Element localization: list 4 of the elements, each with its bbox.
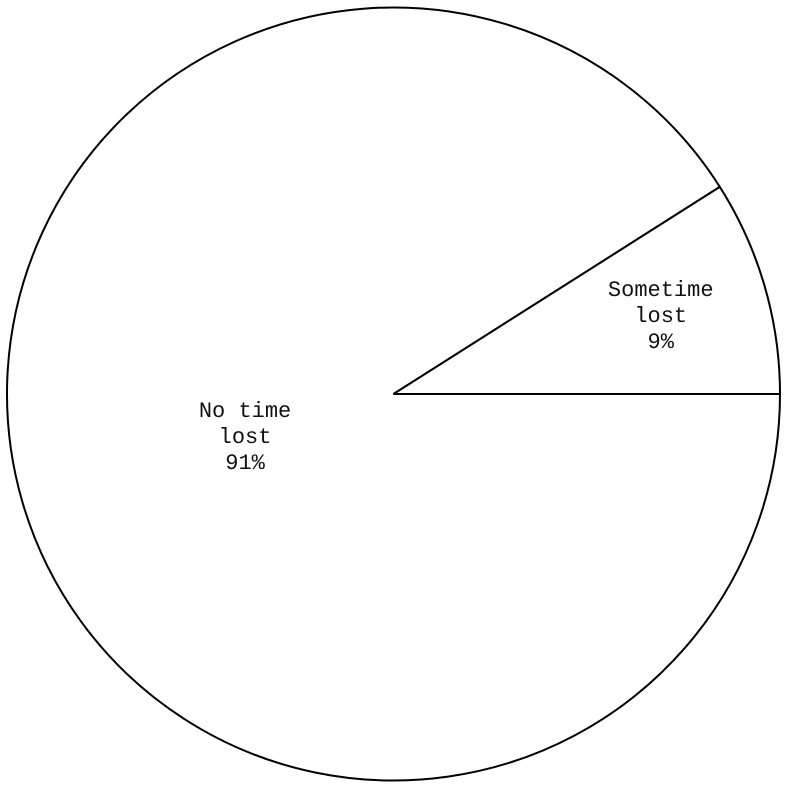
slice-label: No time lost [198,398,292,450]
slice-label: Sometime lost [608,278,714,330]
data-label: 91% [225,450,266,476]
data-label: 9% [648,330,675,356]
